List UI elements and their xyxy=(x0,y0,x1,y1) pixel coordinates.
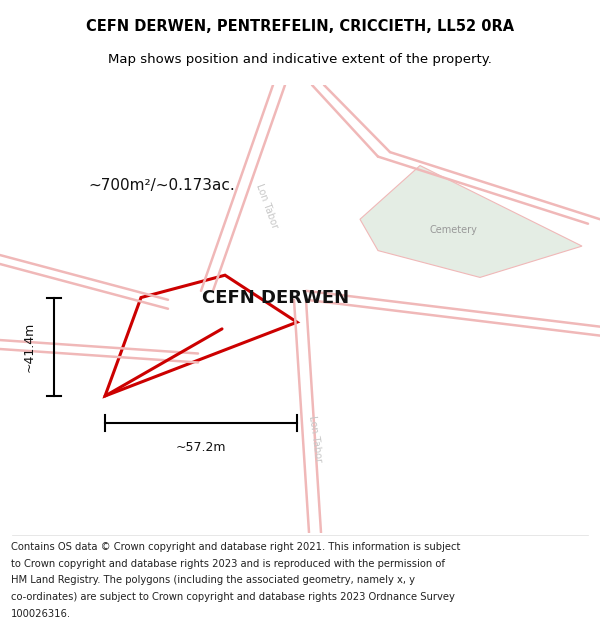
Polygon shape xyxy=(360,166,582,278)
Text: Cemetery: Cemetery xyxy=(429,226,477,236)
Text: Lon Tabor: Lon Tabor xyxy=(254,182,280,229)
Text: Contains OS data © Crown copyright and database right 2021. This information is : Contains OS data © Crown copyright and d… xyxy=(11,542,460,552)
Text: HM Land Registry. The polygons (including the associated geometry, namely x, y: HM Land Registry. The polygons (includin… xyxy=(11,576,415,586)
Text: Map shows position and indicative extent of the property.: Map shows position and indicative extent… xyxy=(108,52,492,66)
Text: ~57.2m: ~57.2m xyxy=(176,441,226,454)
Text: co-ordinates) are subject to Crown copyright and database rights 2023 Ordnance S: co-ordinates) are subject to Crown copyr… xyxy=(11,592,455,602)
Text: CEFN DERWEN, PENTREFELIN, CRICCIETH, LL52 0RA: CEFN DERWEN, PENTREFELIN, CRICCIETH, LL5… xyxy=(86,19,514,34)
Text: ~41.4m: ~41.4m xyxy=(22,322,35,372)
Text: to Crown copyright and database rights 2023 and is reproduced with the permissio: to Crown copyright and database rights 2… xyxy=(11,559,445,569)
Text: ~700m²/~0.173ac.: ~700m²/~0.173ac. xyxy=(89,178,235,193)
Text: 100026316.: 100026316. xyxy=(11,609,71,619)
Text: Lon Tabor: Lon Tabor xyxy=(307,414,323,462)
Text: CEFN DERWEN: CEFN DERWEN xyxy=(202,289,350,306)
